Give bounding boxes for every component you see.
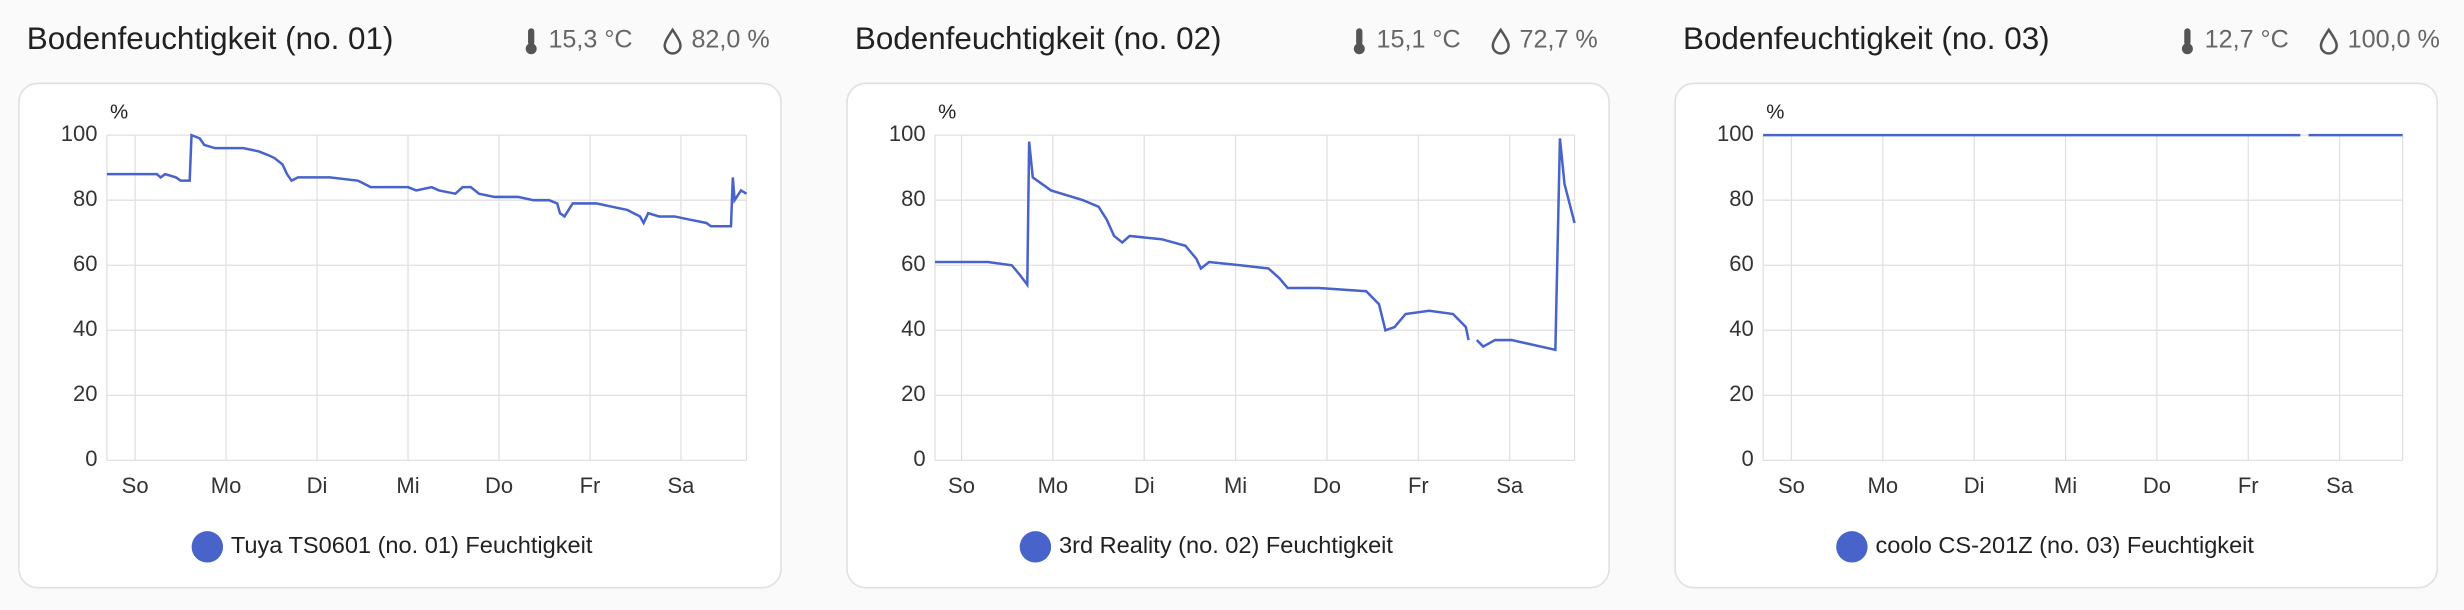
temperature: 15,1 °C (1377, 25, 1461, 53)
thermometer-icon-bulb (525, 43, 537, 55)
x-tick-label: Do (485, 473, 513, 498)
y-unit: % (110, 102, 128, 124)
card: Bodenfeuchtigkeit (no. 01) 15,3 °C 82,0 %%… (18, 21, 782, 589)
y-tick-label: 80 (73, 186, 97, 211)
thermometer-icon (528, 28, 535, 46)
y-tick-label: 40 (73, 316, 97, 341)
y-tick-label: 20 (901, 381, 925, 406)
x-tick-label: So (122, 473, 149, 498)
data-line (935, 141, 1470, 341)
y-unit: % (1766, 102, 1784, 124)
humidity-icon (663, 27, 682, 55)
legend-swatch[interactable] (191, 531, 224, 563)
x-tick-label: Sa (1496, 473, 1524, 498)
x-tick-label: Di (307, 473, 328, 498)
card-title: Bodenfeuchtigkeit (no. 02) (855, 21, 1222, 56)
humidity: 82,0 % (691, 25, 769, 53)
y-tick-label: 80 (1729, 186, 1753, 211)
x-tick-label: Mi (396, 473, 419, 498)
thermometer-icon (2184, 28, 2191, 46)
y-tick-label: 100 (1717, 121, 1754, 146)
legend-swatch[interactable] (1836, 531, 1868, 563)
data-line (1475, 138, 1576, 352)
y-tick-label: 60 (1729, 251, 1753, 276)
y-tick-label: 60 (901, 251, 925, 276)
humidity: 100,0 % (2348, 25, 2440, 53)
temperature: 15,3 °C (548, 25, 632, 53)
x-tick-label: Sa (668, 473, 696, 498)
card-title: Bodenfeuchtigkeit (no. 01) (27, 21, 394, 56)
y-tick-label: 20 (1729, 381, 1753, 406)
y-tick-label: 100 (889, 121, 926, 146)
y-tick-label: 0 (1741, 446, 1753, 471)
thermometer-icon-bulb (2181, 43, 2193, 55)
thermometer-icon (1356, 28, 1363, 46)
y-tick-label: 80 (901, 186, 925, 211)
x-tick-label: Fr (2238, 473, 2259, 498)
x-tick-label: Do (1313, 473, 1341, 498)
x-tick-label: Do (2143, 473, 2171, 498)
card-background (18, 82, 782, 589)
thermometer-icon-bulb (1353, 43, 1365, 55)
legend-label[interactable]: coolo CS-201Z (no. 03) Feuchtigkeit (1875, 532, 2254, 558)
x-tick-label: Di (1964, 473, 1985, 498)
x-tick-label: Di (1134, 473, 1155, 498)
x-tick-label: Fr (580, 473, 601, 498)
y-tick-label: 60 (73, 251, 97, 276)
card-background (1674, 82, 2439, 589)
data-line (106, 133, 748, 228)
card: Bodenfeuchtigkeit (no. 02) 15,1 °C 72,7 %%… (846, 21, 1610, 589)
x-tick-label: Mi (2054, 473, 2077, 498)
y-tick-label: 40 (901, 316, 925, 341)
x-tick-label: So (1778, 473, 1805, 498)
x-tick-label: Mi (1224, 473, 1247, 498)
card: Bodenfeuchtigkeit (no. 03) 12,7 °C 100,0 %… (1674, 21, 2440, 589)
legend-swatch[interactable] (1019, 531, 1052, 563)
y-tick-label: 20 (73, 381, 97, 406)
y-tick-label: 0 (913, 446, 925, 471)
y-tick-label: 40 (1729, 316, 1753, 341)
humidity-icon (2319, 27, 2338, 55)
humidity: 72,7 % (1520, 25, 1598, 53)
temperature: 12,7 °C (2205, 25, 2289, 53)
humidity-icon (1491, 27, 1510, 55)
y-unit: % (938, 102, 956, 124)
x-tick-label: Mo (1868, 473, 1899, 498)
y-tick-label: 0 (85, 446, 97, 471)
x-tick-label: Mo (211, 473, 242, 498)
x-tick-label: So (948, 473, 975, 498)
legend-label[interactable]: Tuya TS0601 (no. 01) Feuchtigkeit (231, 532, 593, 558)
x-tick-label: Sa (2326, 473, 2354, 498)
legend-label[interactable]: 3rd Reality (no. 02) Feuchtigkeit (1059, 532, 1393, 558)
y-tick-label: 100 (61, 121, 98, 146)
x-tick-label: Fr (1408, 473, 1429, 498)
x-tick-label: Mo (1038, 473, 1069, 498)
card-title: Bodenfeuchtigkeit (no. 03) (1683, 21, 2050, 56)
